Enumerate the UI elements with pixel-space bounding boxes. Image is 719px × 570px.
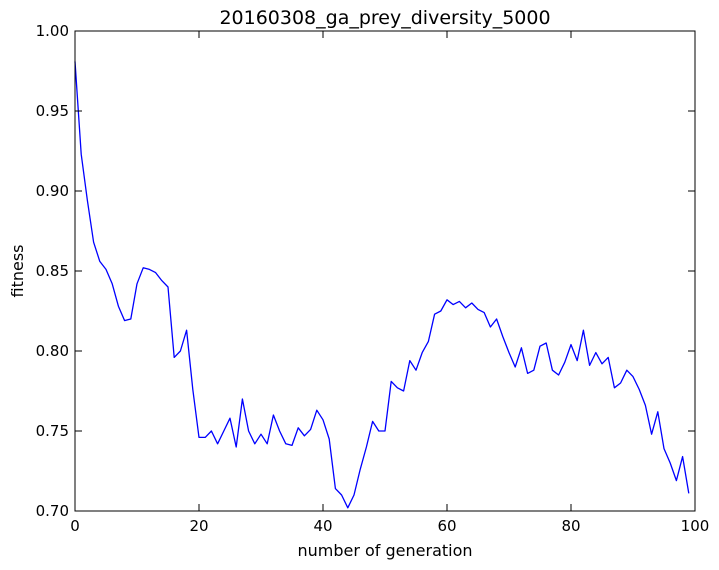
x-tick-label: 40: [313, 517, 332, 535]
y-axis-label: fitness: [8, 244, 27, 297]
y-tick-label: 0.75: [36, 422, 69, 440]
y-tick-label: 0.90: [36, 182, 69, 200]
y-tick-label: 1.00: [36, 22, 69, 40]
y-tick-label: 0.80: [36, 342, 69, 360]
x-axis-label: number of generation: [297, 541, 472, 560]
x-tick-label: 80: [561, 517, 580, 535]
chart-title: 20160308_ga_prey_diversity_5000: [219, 7, 550, 29]
plot-frame: [74, 30, 696, 512]
x-tick-label: 20: [189, 517, 208, 535]
plot-content: [74, 61, 690, 509]
y-tick-label: 0.85: [36, 262, 69, 280]
x-tick-label: 0: [70, 517, 80, 535]
y-tick-label: 0.95: [36, 102, 69, 120]
y-tick-label: 0.70: [36, 502, 69, 520]
x-tick-label: 100: [681, 517, 710, 535]
x-tick-label: 60: [437, 517, 456, 535]
axis-ticks: 0 20 40 60 80 100 0.70 0.75 0.80 0.85 0.90 0.95 1.00: [36, 22, 710, 535]
fitness-line: [74, 61, 690, 509]
